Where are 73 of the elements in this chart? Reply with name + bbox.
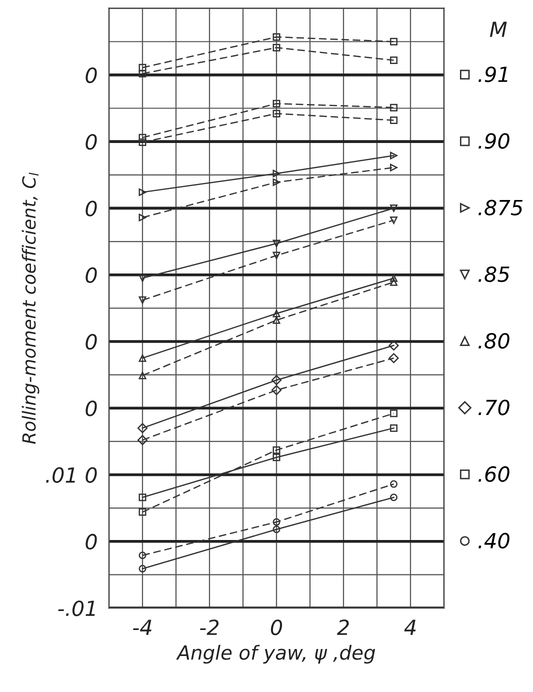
point bbox=[137, 423, 148, 434]
legend-label: .875 bbox=[478, 200, 523, 216]
y-tick-label: 0 bbox=[86, 267, 97, 284]
point bbox=[138, 134, 146, 142]
point bbox=[272, 170, 280, 178]
point bbox=[272, 518, 280, 526]
point bbox=[390, 216, 398, 224]
point bbox=[138, 296, 146, 304]
point bbox=[272, 100, 280, 108]
point bbox=[272, 33, 280, 41]
x-tick-label: 2 bbox=[336, 619, 349, 635]
point bbox=[271, 385, 282, 396]
point bbox=[138, 372, 146, 380]
x-axis-title: Angle of yaw, ψ ,deg bbox=[176, 644, 376, 664]
y-tick-label: 0 bbox=[86, 67, 97, 84]
point bbox=[138, 214, 146, 222]
point bbox=[272, 110, 280, 118]
point bbox=[138, 188, 146, 196]
point bbox=[390, 116, 398, 124]
point bbox=[390, 38, 398, 46]
point bbox=[390, 480, 398, 488]
y-axis-title: Rolling-moment coefficient, C$_{l}$ bbox=[22, 172, 40, 444]
y-tick-label: 0 bbox=[86, 334, 97, 350]
legend-label: .85 bbox=[478, 266, 510, 282]
point bbox=[390, 274, 398, 282]
y-tick-label: 0 bbox=[86, 200, 97, 216]
point bbox=[390, 164, 398, 172]
point bbox=[390, 152, 398, 160]
legend-label: .90 bbox=[478, 133, 510, 149]
point bbox=[138, 138, 146, 146]
x-tick-label: 0 bbox=[270, 619, 282, 636]
point bbox=[390, 278, 398, 286]
y-tick-label: 0 bbox=[86, 400, 97, 416]
point bbox=[138, 64, 146, 72]
point bbox=[388, 353, 399, 364]
point bbox=[390, 104, 398, 112]
legend-label: .91 bbox=[478, 66, 508, 82]
legend-label: .60 bbox=[478, 466, 510, 482]
x-tick-label: 4 bbox=[404, 620, 416, 635]
point bbox=[272, 454, 280, 462]
point bbox=[390, 424, 398, 432]
legend-title: M bbox=[490, 22, 507, 37]
legend-label: .40 bbox=[478, 532, 510, 549]
x-tick-label: -4 bbox=[133, 620, 152, 635]
point bbox=[272, 178, 280, 186]
y-tick-label: 0 bbox=[86, 534, 97, 550]
point bbox=[138, 354, 146, 362]
point bbox=[388, 340, 399, 351]
y-tick-label: 0 bbox=[86, 134, 97, 150]
point bbox=[390, 410, 398, 418]
x-tick-label: -2 bbox=[200, 619, 219, 635]
point bbox=[272, 252, 280, 260]
point bbox=[272, 526, 280, 534]
point bbox=[390, 204, 398, 212]
point bbox=[272, 44, 280, 52]
point bbox=[271, 375, 282, 386]
point bbox=[138, 494, 146, 502]
y-tick-label: .01 0 bbox=[46, 467, 97, 483]
point bbox=[390, 56, 398, 64]
point bbox=[390, 494, 398, 502]
point bbox=[272, 310, 280, 318]
point bbox=[272, 446, 280, 454]
point bbox=[138, 70, 146, 78]
point bbox=[272, 316, 280, 324]
point bbox=[138, 508, 146, 516]
point bbox=[272, 240, 280, 248]
legend-label: .70 bbox=[478, 400, 510, 416]
point bbox=[137, 435, 148, 446]
point bbox=[138, 552, 146, 560]
point bbox=[138, 564, 146, 572]
y-tick-label: -.01 bbox=[58, 600, 95, 616]
legend-label: .80 bbox=[478, 332, 510, 349]
point bbox=[138, 274, 146, 282]
